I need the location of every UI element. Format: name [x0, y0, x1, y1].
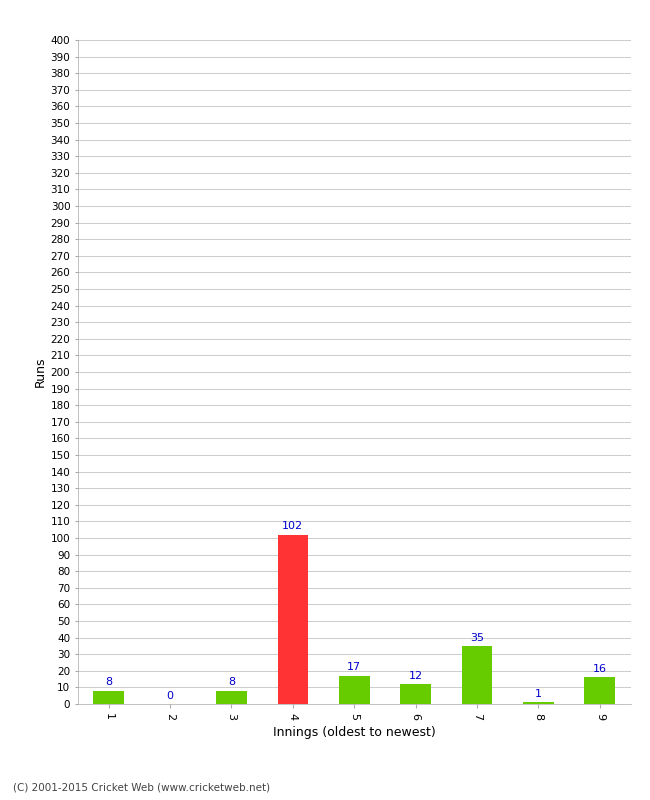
Bar — [94, 690, 124, 704]
Bar — [523, 702, 554, 704]
Bar — [278, 534, 308, 704]
Text: 16: 16 — [593, 664, 607, 674]
Text: 102: 102 — [282, 522, 304, 531]
Text: 12: 12 — [409, 670, 423, 681]
Bar — [339, 676, 370, 704]
Text: 8: 8 — [228, 678, 235, 687]
Bar — [400, 684, 431, 704]
Text: 35: 35 — [470, 633, 484, 642]
Bar — [462, 646, 493, 704]
Text: 1: 1 — [535, 689, 542, 699]
Text: 17: 17 — [347, 662, 361, 673]
X-axis label: Innings (oldest to newest): Innings (oldest to newest) — [273, 726, 436, 738]
Y-axis label: Runs: Runs — [33, 357, 46, 387]
Text: (C) 2001-2015 Cricket Web (www.cricketweb.net): (C) 2001-2015 Cricket Web (www.cricketwe… — [13, 782, 270, 792]
Bar — [216, 690, 247, 704]
Bar — [584, 678, 615, 704]
Text: 8: 8 — [105, 678, 112, 687]
Text: 0: 0 — [166, 690, 174, 701]
